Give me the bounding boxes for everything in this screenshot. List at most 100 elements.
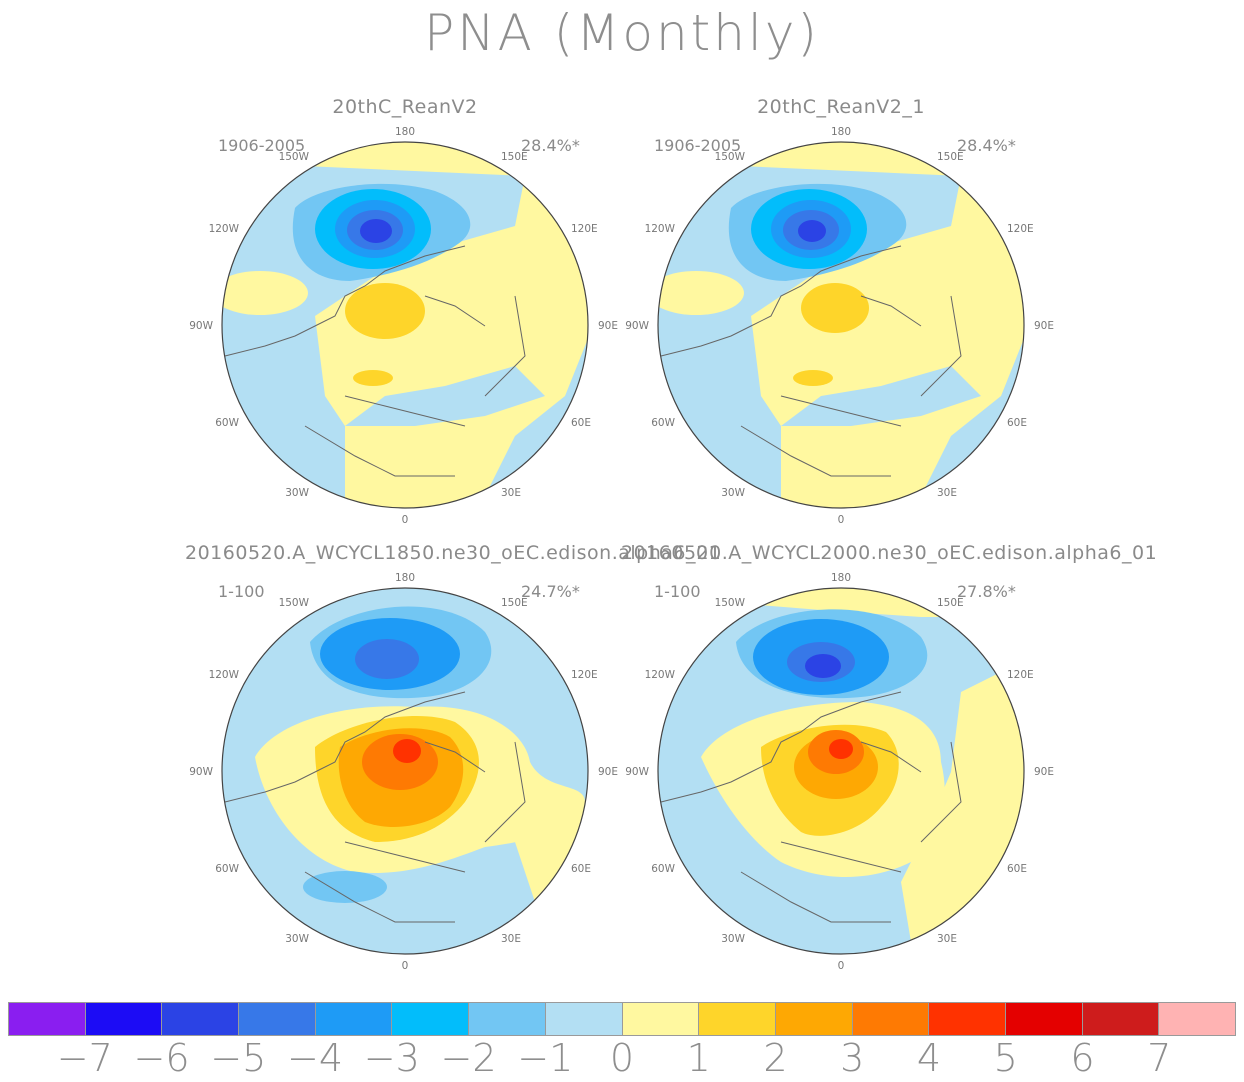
lon-label: 90E bbox=[598, 320, 618, 332]
lon-label: 120W bbox=[209, 669, 240, 681]
map-panel-1: 20thC_ReanV2 1906-2005 28.4%* 180 150E 1… bbox=[185, 96, 625, 536]
lon-label: 180 bbox=[395, 572, 415, 584]
lon-label: 30W bbox=[721, 933, 745, 945]
lon-label: 150W bbox=[279, 597, 310, 609]
lon-label: 30W bbox=[285, 933, 309, 945]
map-panel-4: 20160520.A_WCYCL2000.ne30_oEC.edison.alp… bbox=[621, 542, 1158, 982]
lon-label: 150W bbox=[715, 597, 746, 609]
colorbar-tick-label: 1 bbox=[686, 1036, 711, 1080]
colorbar-tick-label: −5 bbox=[210, 1036, 267, 1080]
lon-label: 60E bbox=[1007, 863, 1027, 875]
colorbar-tick-label: −3 bbox=[363, 1036, 420, 1080]
panel-period: 1906-2005 bbox=[218, 136, 306, 155]
colorbar-tick-label: −2 bbox=[440, 1036, 497, 1080]
lon-label: 60W bbox=[651, 417, 675, 429]
colorbar-tick-label: 6 bbox=[1070, 1036, 1095, 1080]
lon-label: 120E bbox=[571, 223, 598, 235]
colorbar-swatch bbox=[545, 1002, 623, 1036]
colorbar-swatch bbox=[699, 1002, 776, 1036]
colorbar-tick-label: −1 bbox=[517, 1036, 574, 1080]
panel-period: 1-100 bbox=[654, 582, 701, 601]
figure-title: PNA (Monthly) bbox=[424, 4, 820, 62]
lon-label: 30E bbox=[937, 487, 957, 499]
colorbar-tick-label: 2 bbox=[763, 1036, 788, 1080]
colorbar-tick-label: 3 bbox=[840, 1036, 865, 1080]
colorbar-swatch bbox=[1159, 1002, 1236, 1036]
lon-label: 180 bbox=[831, 126, 851, 138]
lon-label: 150W bbox=[279, 151, 310, 163]
lon-label: 180 bbox=[395, 126, 415, 138]
colorbar-swatch bbox=[775, 1002, 853, 1036]
colorbar-tick-label: −4 bbox=[286, 1036, 344, 1080]
polar-map: 180 150E 120E 90E 60E 30E 0 30W 60W 90W … bbox=[189, 126, 618, 526]
lon-label: 60W bbox=[651, 863, 675, 875]
lon-label: 120W bbox=[645, 669, 676, 681]
panel-title: 20160520.A_WCYCL2000.ne30_oEC.edison.alp… bbox=[621, 542, 1158, 564]
map-panel-3: 20160520.A_WCYCL1850.ne30_oEC.edison.alp… bbox=[185, 542, 722, 982]
lon-label: 60E bbox=[1007, 417, 1027, 429]
colorbar-swatch bbox=[392, 1002, 470, 1036]
panel-title: 20thC_ReanV2_1 bbox=[757, 96, 925, 118]
colorbar-tick-label: 4 bbox=[916, 1036, 942, 1080]
colorbar-swatch bbox=[929, 1002, 1006, 1036]
polar-map: 180 150E 120E 90E 60E 30E 0 30W 60W 90W … bbox=[625, 126, 1054, 526]
lon-label: 150E bbox=[501, 597, 528, 609]
colorbar-tick-label: 7 bbox=[1147, 1036, 1172, 1080]
lon-label: 0 bbox=[838, 514, 845, 526]
colorbar-tick-label: 5 bbox=[993, 1036, 1018, 1080]
panel-title: 20160520.A_WCYCL1850.ne30_oEC.edison.alp… bbox=[185, 542, 722, 564]
lon-label: 90W bbox=[189, 320, 213, 332]
lon-label: 30W bbox=[721, 487, 745, 499]
colorbar-swatch bbox=[1082, 1002, 1160, 1036]
polar-map: 180 150E 120E 90E 60E 30E 0 30W 60W 90W … bbox=[189, 572, 618, 972]
lon-label: 150W bbox=[715, 151, 746, 163]
colorbar-swatch bbox=[315, 1002, 393, 1036]
lon-label: 30E bbox=[501, 933, 521, 945]
colorbar-swatch bbox=[622, 1002, 700, 1036]
lon-label: 150E bbox=[501, 151, 528, 163]
lon-label: 0 bbox=[402, 960, 409, 972]
panel-variance: 27.8%* bbox=[957, 582, 1016, 601]
lon-label: 90E bbox=[1034, 766, 1054, 778]
colorbar-swatch bbox=[8, 1002, 86, 1036]
panel-title: 20thC_ReanV2 bbox=[332, 96, 478, 118]
lon-label: 60W bbox=[215, 863, 239, 875]
colorbar-tick-label: −7 bbox=[56, 1036, 113, 1080]
panel-period: 1-100 bbox=[218, 582, 265, 601]
colorbar-tick-label: 0 bbox=[609, 1036, 635, 1080]
lon-label: 30W bbox=[285, 487, 309, 499]
colorbar-labels: −7 −6 −5 −4 −3 −2 −1 0 1 2 3 4 5 6 7 bbox=[8, 1036, 1236, 1082]
lon-label: 120W bbox=[645, 223, 676, 235]
polar-map: 180 150E 120E 90E 60E 30E 0 30W 60W 90W … bbox=[625, 572, 1054, 972]
lon-label: 60E bbox=[571, 417, 591, 429]
lon-label: 150E bbox=[937, 151, 964, 163]
lon-label: 60W bbox=[215, 417, 239, 429]
lon-label: 120E bbox=[571, 669, 598, 681]
colorbar-swatch bbox=[162, 1002, 240, 1036]
panel-variance: 28.4%* bbox=[957, 136, 1016, 155]
lon-label: 60E bbox=[571, 863, 591, 875]
lon-label: 90E bbox=[1034, 320, 1054, 332]
lon-label: 120E bbox=[1007, 223, 1034, 235]
lon-label: 120E bbox=[1007, 669, 1034, 681]
panel-period: 1906-2005 bbox=[654, 136, 742, 155]
lon-label: 150E bbox=[937, 597, 964, 609]
colorbar-swatch bbox=[852, 1002, 930, 1036]
lon-label: 0 bbox=[838, 960, 845, 972]
colorbar-tick-label: −6 bbox=[133, 1036, 190, 1080]
map-panel-2: 20thC_ReanV2_1 1906-2005 28.4%* 180 150E… bbox=[621, 96, 1061, 536]
colorbar-swatch bbox=[85, 1002, 163, 1036]
panel-variance: 28.4%* bbox=[521, 136, 580, 155]
lon-label: 30E bbox=[937, 933, 957, 945]
lon-label: 30E bbox=[501, 487, 521, 499]
colorbar-swatch bbox=[1005, 1002, 1083, 1036]
lon-label: 180 bbox=[831, 572, 851, 584]
lon-label: 90W bbox=[625, 320, 649, 332]
colorbar-swatch bbox=[469, 1002, 546, 1036]
lon-label: 120W bbox=[209, 223, 240, 235]
colorbar bbox=[8, 1002, 1236, 1036]
lon-label: 90W bbox=[625, 766, 649, 778]
lon-label: 90E bbox=[598, 766, 618, 778]
lon-label: 0 bbox=[402, 514, 409, 526]
panel-variance: 24.7%* bbox=[521, 582, 580, 601]
